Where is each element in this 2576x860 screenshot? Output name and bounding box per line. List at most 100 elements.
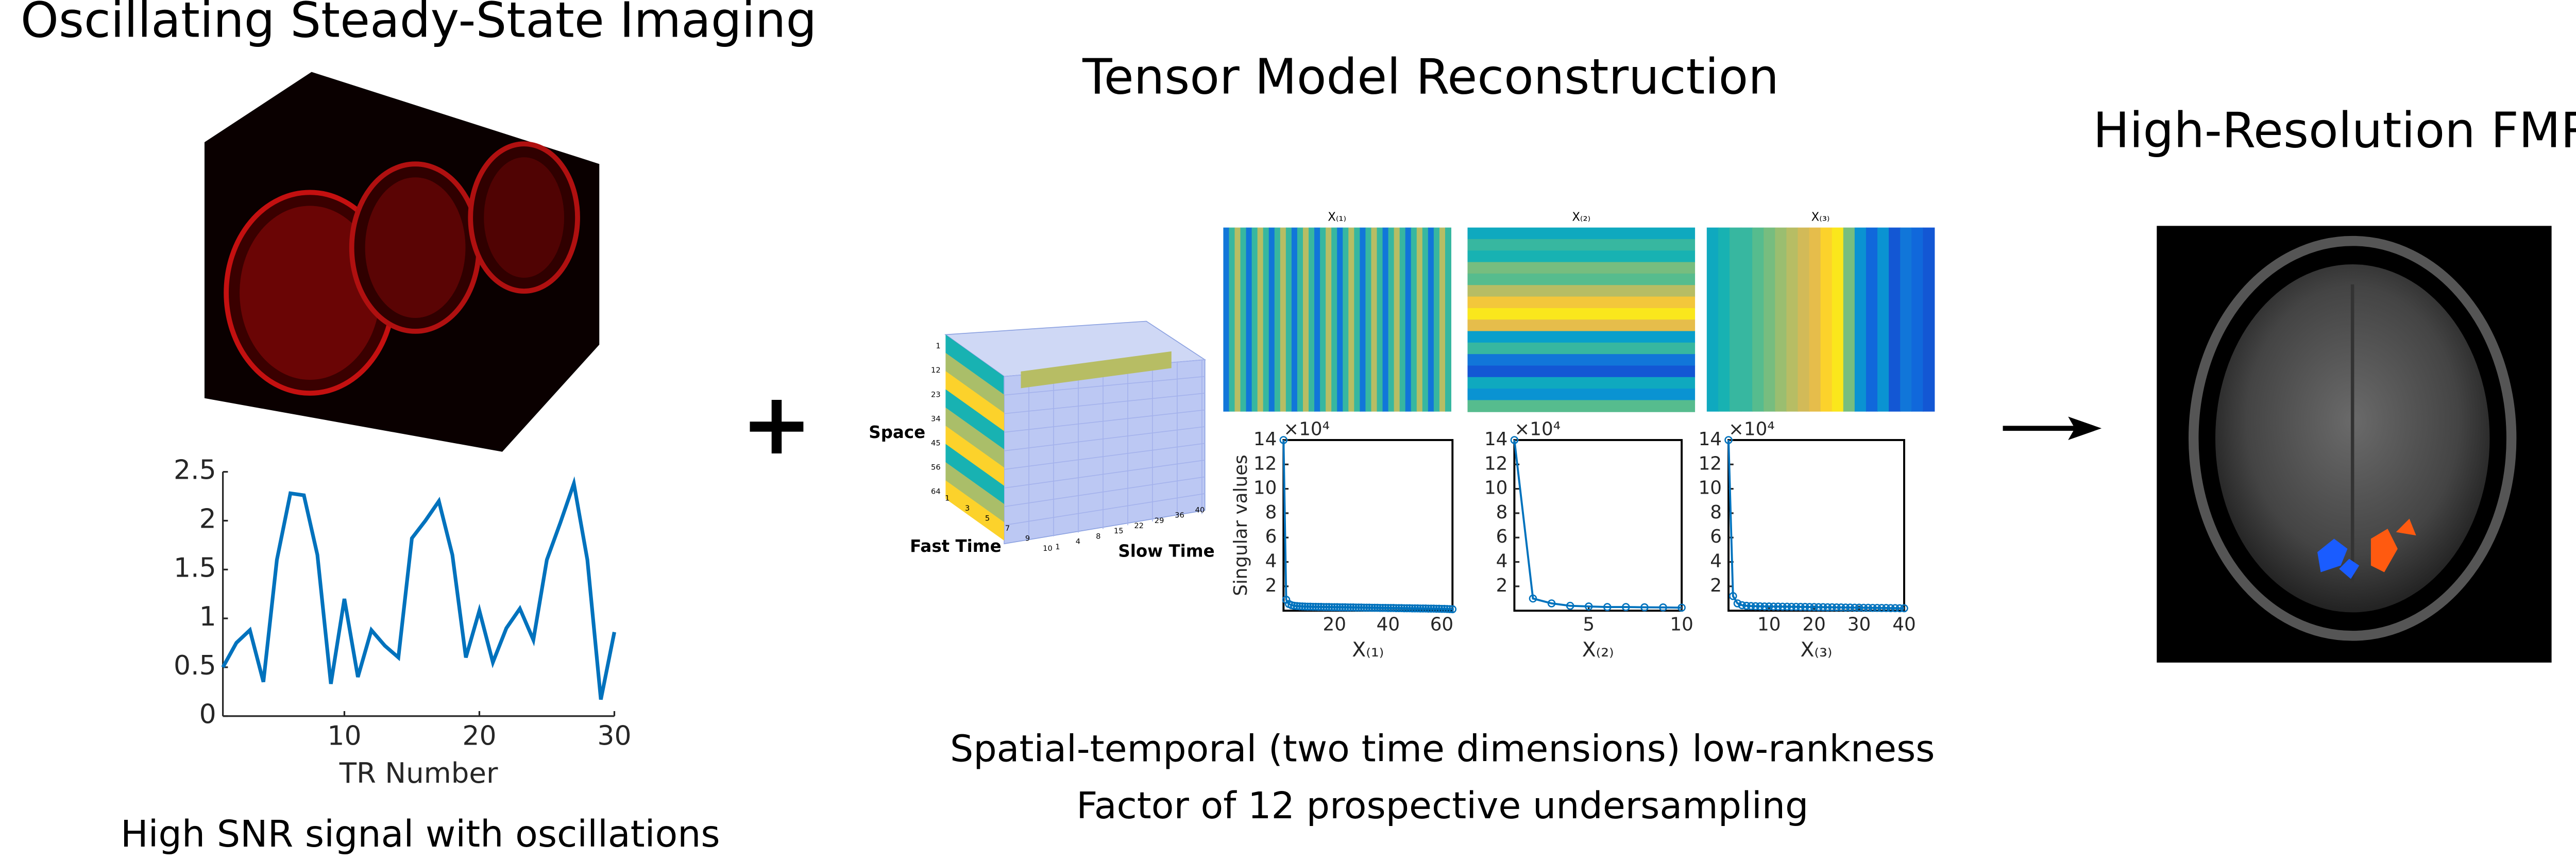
y-tick-label: 1.5 [174, 552, 216, 583]
y-multiplier: ×10⁴ [1728, 418, 1775, 440]
heat-cell [1467, 308, 1695, 320]
tick-label: 64 [931, 487, 941, 496]
tick-label: 7 [1005, 524, 1010, 533]
panel-title: Oscillating Steady-State Imaging [21, 0, 817, 48]
heat-cell [1394, 228, 1400, 412]
x-tick-label: 60 [1430, 614, 1453, 635]
heatmap-label: X₍₁₎ [1328, 211, 1346, 224]
y-multiplier: ×10⁴ [1283, 418, 1330, 440]
x-axis-label: X₍₁₎ [1352, 638, 1384, 662]
y-axis-label: Singular values [1230, 454, 1251, 596]
heat-cell [1832, 228, 1844, 412]
heat-cell [1741, 228, 1753, 412]
heat-cell [1417, 228, 1423, 412]
heat-cell [1229, 228, 1235, 412]
heat-cell [1223, 228, 1229, 412]
y-tick-label: 2 [1496, 575, 1508, 596]
plot-frame [1283, 440, 1452, 611]
panel-title: Tensor Model Reconstruction [1082, 49, 1779, 106]
y-tick-label: 14 [1484, 429, 1507, 450]
heat-cell [1730, 228, 1741, 412]
heat-cell [1786, 228, 1798, 412]
heat-cell [1445, 228, 1451, 412]
heat-cell [1855, 228, 1867, 412]
tick-label: 12 [931, 366, 941, 375]
tick-label: 40 [1195, 505, 1205, 514]
heat-cell [1821, 228, 1833, 412]
heat-cell [1467, 297, 1695, 309]
heat-cell [1889, 228, 1901, 412]
heat-cell [1337, 228, 1343, 412]
heat-cell [1292, 228, 1298, 412]
heat-cell [1371, 228, 1377, 412]
y-tick-label: 14 [1699, 429, 1722, 450]
y-tick-label: 2 [1710, 575, 1722, 596]
heat-cell [1467, 365, 1695, 377]
x-tick-label: 40 [1892, 614, 1916, 635]
heat-cell [1467, 250, 1695, 262]
heat-cell [1798, 228, 1809, 412]
x-axis-label: X₍₂₎ [1582, 638, 1614, 662]
y-tick-label: 4 [1710, 551, 1722, 572]
x-tick-label: 30 [1848, 614, 1871, 635]
y-tick-label: 2 [1265, 575, 1277, 596]
x-tick-label: 5 [1583, 614, 1595, 635]
heat-cell [1411, 228, 1417, 412]
y-tick-label: 12 [1699, 453, 1722, 474]
x-tick-label: 10 [1757, 614, 1781, 635]
axis-label: Slow Time [1118, 542, 1214, 561]
heat-cell [1467, 239, 1695, 251]
tick-label: 8 [1096, 532, 1100, 541]
y-tick-label: 0.5 [174, 650, 216, 681]
tick-label: 5 [985, 514, 990, 523]
y-tick-label: 8 [1496, 502, 1508, 523]
y-tick-label: 10 [1699, 478, 1722, 499]
heat-cell [1241, 228, 1247, 412]
unfoldings: X₍₁₎ X₍₂₎ X₍₃₎ [1223, 211, 1935, 412]
mri-volume [205, 72, 599, 452]
heatmap-label: X₍₂₎ [1572, 211, 1590, 224]
arrow [2003, 417, 2102, 440]
heat-cell [1354, 228, 1360, 412]
plot-frame [1728, 440, 1904, 611]
heat-cell [1434, 228, 1440, 412]
heat-cell [1303, 228, 1309, 412]
heat-cell [1467, 319, 1695, 331]
data-line [223, 483, 615, 699]
x-tick-label: 20 [1323, 614, 1346, 635]
plus-sign [750, 400, 803, 453]
heat-cell [1467, 262, 1695, 274]
heat-cell [1866, 228, 1878, 412]
axis-label: Fast Time [910, 536, 1001, 556]
heat-cell [1439, 228, 1446, 412]
heat-cell [1911, 228, 1923, 412]
x-tick-label: 10 [327, 720, 361, 751]
heat-cell [1365, 228, 1371, 412]
axis-label: Space [869, 423, 925, 442]
heat-cell [1297, 228, 1303, 412]
tick-label: 22 [1134, 521, 1144, 530]
heatmap-label: X₍₃₎ [1811, 211, 1830, 224]
x-tick-label: 20 [462, 720, 496, 751]
y-tick-label: 10 [1484, 478, 1507, 499]
panel-caption: Factor of 12 prospective undersampling [1076, 784, 1808, 827]
heat-cell [1752, 228, 1764, 412]
heat-cell [1234, 228, 1241, 412]
heat-cell [1258, 228, 1264, 412]
panel-caption: Spatial-temporal (two time dimensions) l… [950, 727, 1935, 770]
y-tick-label: 0 [199, 699, 216, 730]
heat-cell [1343, 228, 1349, 412]
y-multiplier: ×10⁴ [1514, 418, 1561, 440]
heat-cell [1422, 228, 1429, 412]
figure: Oscillating Steady-State Imaging High SN… [0, 0, 2576, 860]
x-axis-label: TR Number [339, 756, 498, 789]
heat-cell [1348, 228, 1354, 412]
panel-caption: High SNR signal with oscillations [121, 813, 720, 855]
heat-cell [1923, 228, 1935, 412]
panel-title: High-Resolution FMRI [2093, 103, 2576, 159]
tick-label: 36 [1175, 511, 1184, 520]
heat-cell [1900, 228, 1912, 412]
y-tick-label: 1 [199, 601, 216, 632]
heat-cell [1320, 228, 1326, 412]
x-axis-label: X₍₃₎ [1801, 638, 1833, 662]
